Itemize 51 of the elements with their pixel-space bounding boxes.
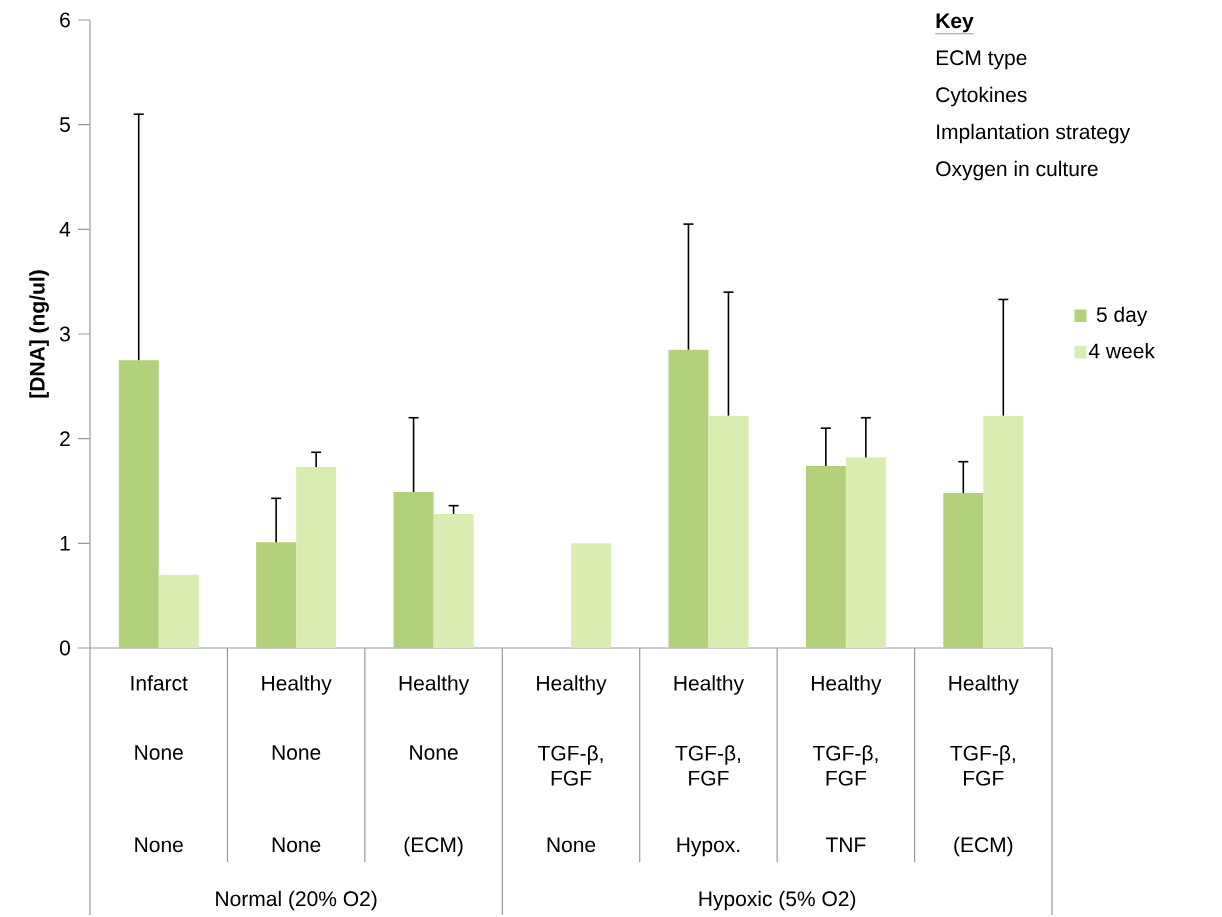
text: Normal (20% O2) [216, 890, 377, 911]
annotation: Implantation strategy [937, 123, 1131, 144]
text: None [547, 837, 596, 853]
text: None [272, 837, 321, 853]
text: None [410, 745, 458, 760]
x-tick-label: Healthy [262, 675, 332, 695]
bar [708, 415, 749, 648]
text: None [272, 745, 321, 760]
text: None [135, 837, 183, 853]
bar [256, 542, 297, 648]
y-tick-label: 0 [59, 640, 70, 656]
x-tick-label: Healthy [674, 675, 744, 695]
text: (ECM) [404, 836, 463, 857]
y-tick-label: 3 [59, 326, 70, 342]
text: (ECM) [954, 836, 1013, 857]
y-tick-label: 5 [59, 117, 70, 132]
x-tick-label: Infarct [131, 675, 188, 691]
text: TGF-β, FGF [538, 745, 603, 786]
bar [118, 359, 159, 648]
y-tick-label: 4 [59, 221, 71, 237]
bar [296, 466, 337, 648]
bar [805, 465, 846, 648]
x-tick-label: Healthy [537, 675, 607, 695]
text: TGF-β, FGF [675, 745, 741, 786]
bar [668, 349, 709, 648]
text: Hypox. [677, 837, 740, 857]
text: TNF [825, 837, 866, 852]
bar [845, 457, 886, 648]
legend-label: 4 week [1088, 342, 1155, 359]
annotation: ECM type [936, 50, 1027, 70]
y-tick-label: 1 [60, 535, 70, 551]
annotation: Key [936, 13, 974, 33]
bar [983, 415, 1024, 648]
y-tick-label: 6 [60, 12, 70, 28]
x-tick-label: Healthy [399, 675, 470, 695]
y-axis-title: [DNA] (ng/ul) [29, 270, 49, 398]
x-tick-label: Healthy [949, 675, 1019, 695]
text: TGF-β, FGF [812, 745, 878, 786]
text: TGF-β, FGF [950, 745, 1015, 786]
x-tick-label: Healthy [811, 675, 882, 695]
legend-label: 5 day [1096, 306, 1148, 327]
bar [158, 574, 199, 648]
text: Hypoxic (5% O2) [699, 890, 856, 911]
annotation: Cytokines [936, 86, 1027, 107]
bar [943, 492, 984, 648]
bar [433, 513, 474, 648]
annotation: Oxygen in culture [936, 160, 1098, 181]
y-tick-label: 2 [60, 431, 70, 446]
text: None [135, 745, 183, 760]
bar [393, 491, 434, 648]
bar [571, 543, 612, 648]
